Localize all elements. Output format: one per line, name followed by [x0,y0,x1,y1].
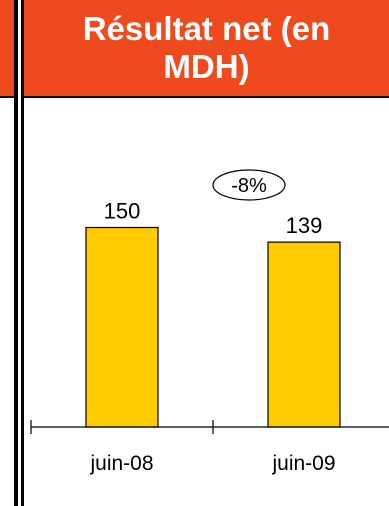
bar-value-label: 139 [286,213,323,238]
bar-value-label: 150 [104,199,141,224]
frame-border-outer [14,0,18,506]
chart-title: Résultat net (en MDH) [82,10,331,85]
chart-header: Résultat net (en MDH) [24,0,389,98]
bar-chart: 150 juin-08 139 juin-09 -8% [30,169,389,475]
left-panel-divider [0,96,14,98]
bar-juin-09 [267,241,341,428]
change-badge-text: -8% [231,175,267,197]
frame-border-inner [21,0,24,506]
x-tick-label: juin-09 [271,452,335,475]
bar-juin-08 [85,226,159,428]
x-tick-label: juin-08 [89,452,153,475]
change-badge [212,169,286,201]
left-panel-strip [0,0,14,96]
frame-border-gap [18,0,21,506]
